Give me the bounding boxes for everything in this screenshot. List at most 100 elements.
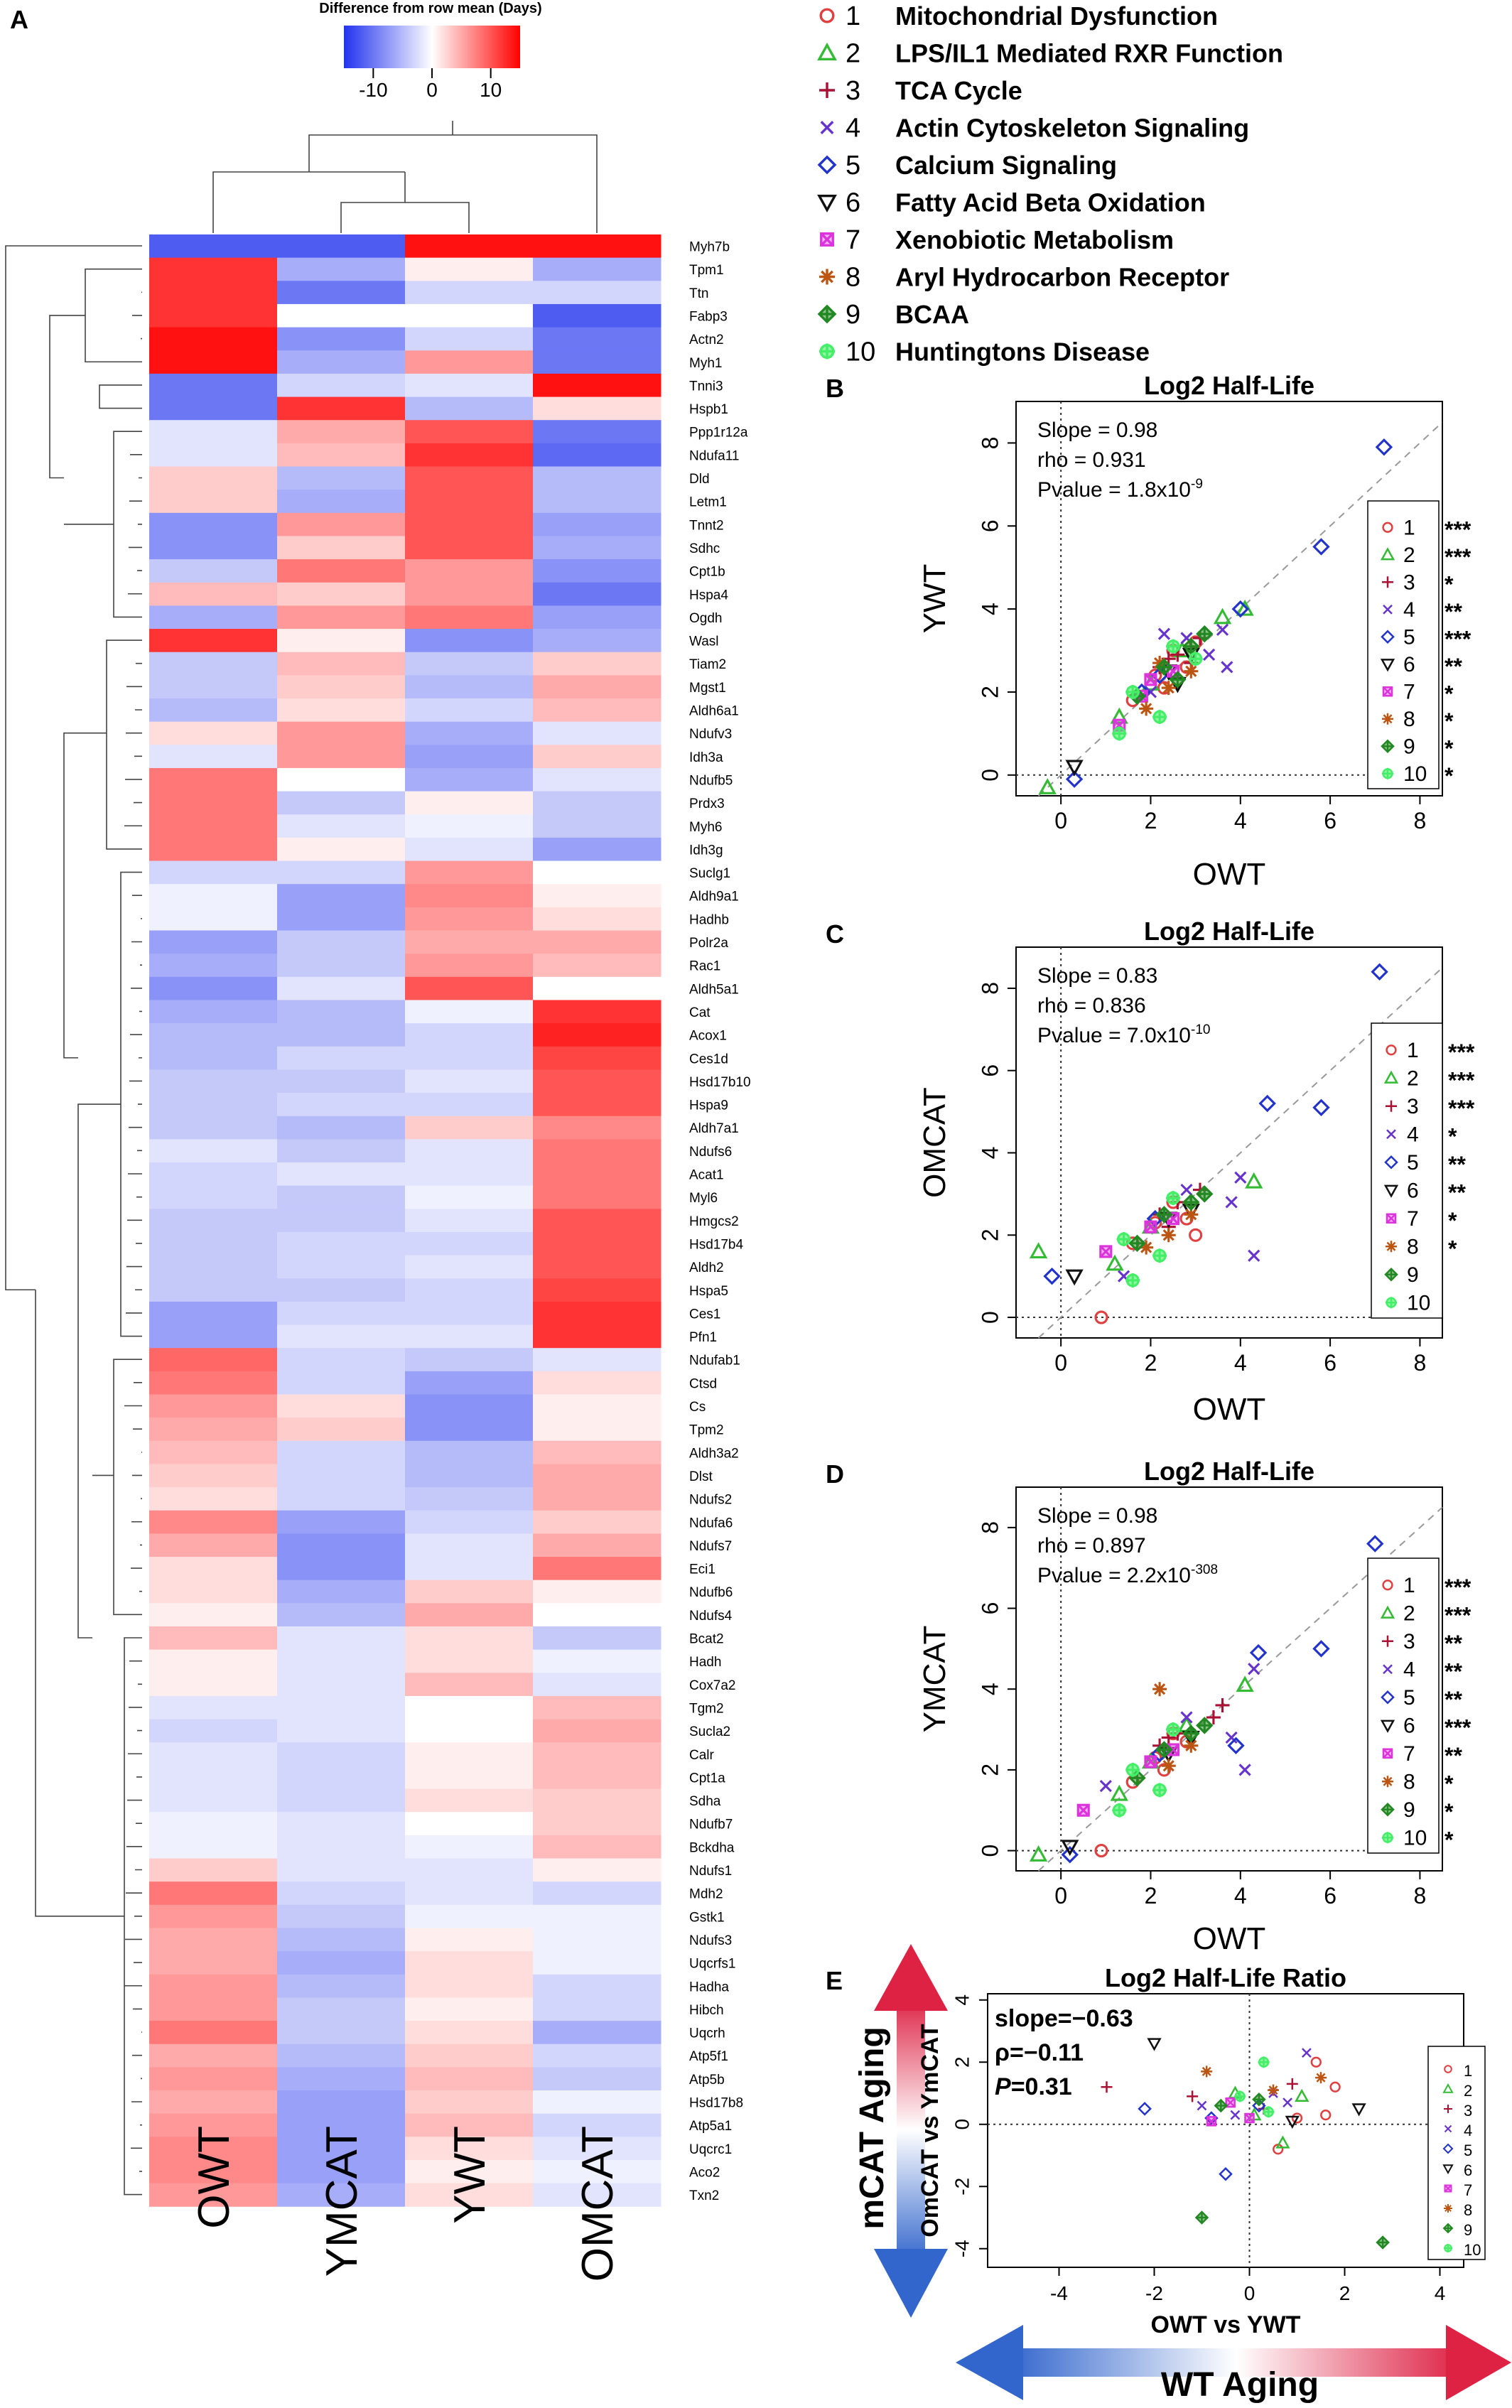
heatmap-row-label: Hsd17b8 bbox=[689, 2096, 743, 2111]
plot-legend-label: 2 bbox=[1403, 544, 1415, 567]
heatmap-cell bbox=[533, 1603, 662, 1627]
heatmap-cell bbox=[533, 1835, 662, 1859]
plot-legend-marker-icon bbox=[1444, 2124, 1452, 2133]
heatmap-cell bbox=[149, 1881, 278, 1906]
heatmap-cell bbox=[405, 1974, 534, 1998]
heatmap-cell bbox=[277, 1835, 406, 1859]
heatmap-cell bbox=[405, 1162, 534, 1187]
data-point bbox=[1061, 1846, 1079, 1864]
plot-legend-label: 2 bbox=[1403, 1602, 1415, 1625]
data-point bbox=[1094, 1310, 1108, 1324]
plot-legend-marker-icon bbox=[1381, 739, 1395, 754]
heatmap-row-label: Ndufb6 bbox=[689, 1585, 733, 1600]
data-point bbox=[1182, 1724, 1200, 1742]
heatmap-row-label: Sdhc bbox=[689, 541, 720, 556]
heatmap-cell bbox=[533, 257, 662, 281]
heatmap: Myh7b Tpm1 Ttn Fabp3 Actn2 Myh1 Tnni3 Hspb1 Ppp1… bbox=[149, 234, 751, 2282]
heatmap-cell bbox=[277, 303, 406, 328]
plot-legend-box bbox=[1427, 2046, 1486, 2260]
plot-legend-marker-icon bbox=[1386, 1241, 1397, 1253]
plot-legend-marker-icon bbox=[1442, 2164, 1454, 2175]
heatmap-cell bbox=[149, 605, 278, 630]
significance-stars: *** bbox=[1444, 517, 1472, 542]
heatmap-cell bbox=[149, 767, 278, 792]
plot-legend-label: 4 bbox=[1464, 2122, 1472, 2139]
heatmap-cell bbox=[405, 767, 534, 792]
heatmap-cell bbox=[405, 1719, 534, 1743]
heatmap-cell bbox=[405, 1209, 534, 1233]
panel-label-a: A bbox=[10, 5, 28, 34]
heatmap-cell bbox=[149, 1093, 278, 1117]
data-point bbox=[1231, 600, 1249, 618]
heatmap-cell bbox=[405, 1093, 534, 1117]
y-arrow-head-up-icon bbox=[874, 1944, 948, 2011]
heatmap-cell bbox=[405, 1788, 534, 1813]
data-point bbox=[1166, 1722, 1181, 1737]
heatmap-cell bbox=[405, 536, 534, 560]
heatmap-row-label: Tnni3 bbox=[689, 379, 723, 394]
heatmap-cell bbox=[149, 2090, 278, 2115]
heatmap-cell bbox=[277, 2183, 406, 2207]
legend-marker-x-icon bbox=[820, 121, 834, 134]
heatmap-cell bbox=[533, 1185, 662, 1209]
data-point bbox=[1180, 1711, 1193, 1724]
plot-legend-marker-icon bbox=[1444, 2204, 1452, 2213]
heatmap-row-label: Tnnt2 bbox=[689, 518, 724, 533]
heatmap-row-label: Sucla2 bbox=[689, 1724, 730, 1739]
plot-legend-label: 5 bbox=[1403, 625, 1415, 649]
x-tick-label: 6 bbox=[1324, 1350, 1336, 1376]
heatmap-cell bbox=[277, 1510, 406, 1534]
heatmap-cell bbox=[149, 1580, 278, 1604]
heatmap-cell bbox=[533, 1418, 662, 1442]
heatmap-cell bbox=[149, 1418, 278, 1442]
plot-legend-marker-icon bbox=[1444, 2184, 1452, 2193]
heatmap-cell bbox=[533, 675, 662, 699]
legend-marker-plus-icon bbox=[819, 82, 835, 98]
data-point bbox=[1182, 637, 1200, 655]
heatmap-row-label: Rac1 bbox=[689, 959, 720, 974]
plot-legend-label: 5 bbox=[1403, 1686, 1415, 1710]
heatmap-row-label: Ndufa6 bbox=[689, 1516, 733, 1530]
plot-legend-marker-icon bbox=[1383, 1070, 1399, 1084]
x-tick-label: 4 bbox=[1435, 2282, 1446, 2304]
y-tick-label: -2 bbox=[951, 2178, 973, 2196]
heatmap-cell bbox=[533, 281, 662, 305]
heatmap-row-label: Letm1 bbox=[689, 495, 727, 510]
y-tick-label: 6 bbox=[977, 519, 1003, 532]
heatmap-cell bbox=[533, 1046, 662, 1070]
heatmap-cell bbox=[533, 2159, 662, 2184]
plot-legend-label: 7 bbox=[1403, 680, 1415, 703]
heatmap-cell bbox=[533, 1162, 662, 1187]
pvalue-stat: P=0.31 bbox=[995, 2073, 1072, 2100]
heatmap-cell bbox=[277, 1904, 406, 1928]
y-arrow-shaft bbox=[897, 1997, 925, 2263]
heatmap-cell bbox=[149, 1974, 278, 1998]
heatmap-cell bbox=[533, 1278, 662, 1302]
heatmap-cell bbox=[405, 954, 534, 978]
legend-item-label: Aryl Hydrocarbon Receptor bbox=[895, 263, 1229, 292]
heatmap-cell bbox=[149, 1464, 278, 1488]
data-point bbox=[1234, 1171, 1247, 1184]
heatmap-row-label: Hibch bbox=[689, 2003, 724, 2018]
heatmap-cell bbox=[277, 1209, 406, 1233]
heatmap-cell bbox=[149, 2159, 278, 2184]
heatmap-cell bbox=[533, 721, 662, 745]
heatmap-row-label: Ndufb7 bbox=[689, 1818, 733, 1832]
plot-legend-label: 9 bbox=[1403, 1798, 1415, 1822]
significance-stars: ** bbox=[1448, 1152, 1466, 1177]
legend-item-label: Mitochondrial Dysfunction bbox=[895, 1, 1218, 31]
data-point bbox=[1351, 2103, 1366, 2117]
data-point bbox=[1252, 2098, 1266, 2113]
heatmap-row-label: Txn2 bbox=[689, 2188, 719, 2203]
data-point bbox=[1125, 1762, 1140, 1777]
rho-stat: rho = 0.931 bbox=[1037, 448, 1146, 472]
data-point bbox=[1225, 2097, 1236, 2108]
heatmap-cell bbox=[405, 1440, 534, 1464]
heatmap-cell bbox=[533, 536, 662, 560]
heatmap-cell bbox=[277, 420, 406, 444]
heatmap-cell bbox=[149, 443, 278, 467]
heatmap-cell bbox=[533, 1440, 662, 1464]
heatmap-cell bbox=[405, 605, 534, 630]
heatmap-cell bbox=[405, 303, 534, 328]
heatmap-cell bbox=[405, 2113, 534, 2137]
